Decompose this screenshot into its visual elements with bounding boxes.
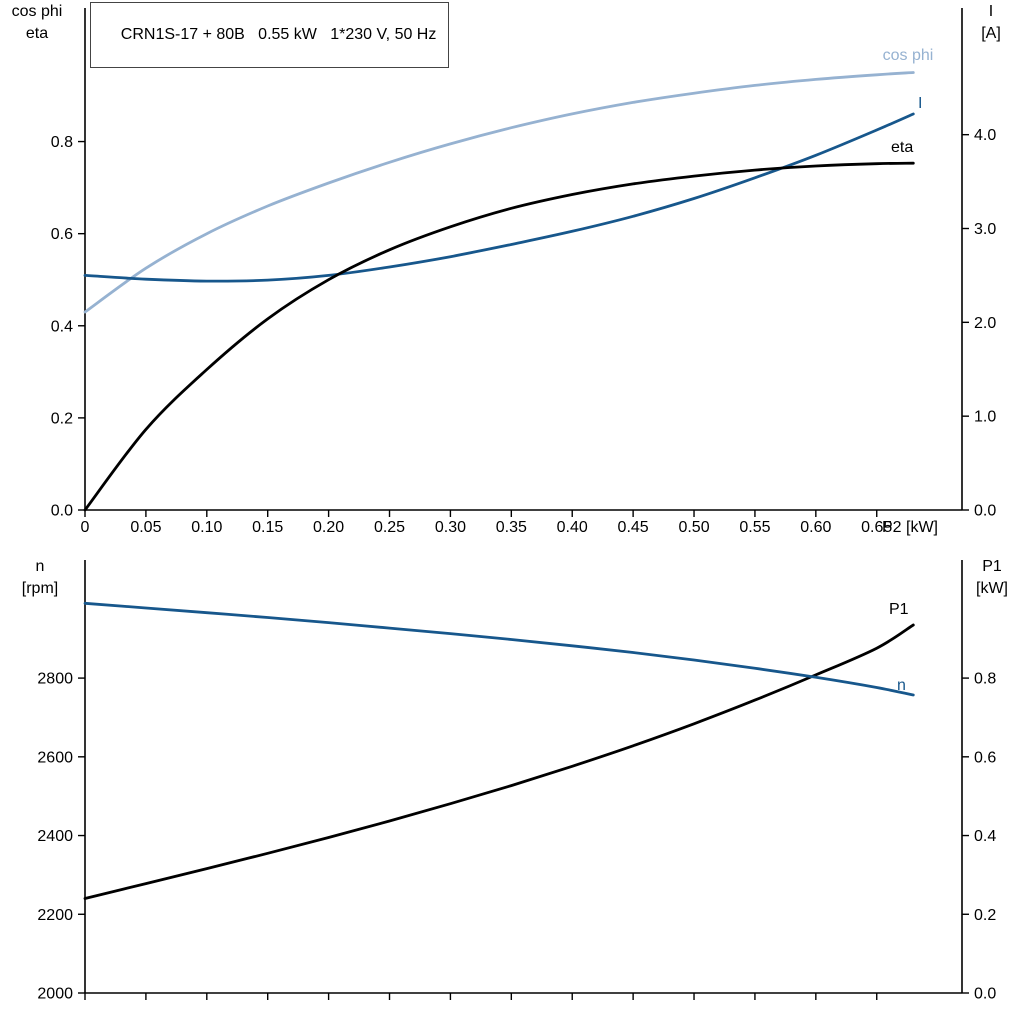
- series-label-I: I: [918, 95, 922, 112]
- series-label-eta: eta: [891, 139, 913, 156]
- x-tick-label: 0: [81, 519, 90, 536]
- right-tick-label: 4.0: [974, 127, 996, 144]
- left-tick-label: 2800: [37, 671, 73, 688]
- left-tick-label: 0.2: [51, 410, 73, 427]
- x-tick-label: 0.05: [130, 519, 161, 536]
- left-axis-title: eta: [26, 25, 48, 42]
- right-tick-label: 0.6: [974, 749, 996, 766]
- right-tick-label: 1.0: [974, 409, 996, 426]
- chart-0: 0 0.05 0.10 0.15 0.20 0.25 0.30 0.35 0.40 0.45 0.5…: [12, 3, 1001, 536]
- right-axis-title: [kW]: [976, 580, 1008, 597]
- right-tick-label: 0.0: [974, 986, 996, 1003]
- series-line-I: [83, 112, 915, 283]
- right-tick-label: 0.2: [974, 907, 996, 924]
- x-tick-label: 0.60: [800, 519, 831, 536]
- series-label-n: n: [897, 677, 906, 694]
- x-tick-label: 0.10: [191, 519, 222, 536]
- x-tick-label: 0.50: [678, 519, 709, 536]
- x-tick-label: 0.55: [739, 519, 770, 536]
- left-axis-title: cos phi: [12, 3, 63, 20]
- x-tick-label: 0.45: [618, 519, 649, 536]
- right-tick-label: 0.0: [974, 503, 996, 520]
- x-tick-label: 0.15: [252, 519, 283, 536]
- series-line-eta: [83, 161, 915, 512]
- right-tick-label: 2.0: [974, 315, 996, 332]
- x-axis-label: P2 [kW]: [882, 519, 938, 536]
- x-tick-label: 0.40: [557, 519, 588, 536]
- left-tick-label: 2600: [37, 749, 73, 766]
- x-tick-label: 0.65: [861, 519, 892, 536]
- right-tick-label: 0.8: [974, 671, 996, 688]
- left-tick-label: 0.0: [51, 503, 73, 520]
- left-tick-label: 0.8: [51, 134, 73, 151]
- series-label-cos-phi: cos phi: [883, 47, 934, 64]
- series-line-n: [83, 601, 915, 697]
- chart-title-box: CRN1S-17 + 80B 0.55 kW 1*230 V, 50 Hz: [90, 2, 450, 68]
- x-tick-label: 0.30: [435, 519, 466, 536]
- left-tick-label: 2000: [37, 986, 73, 1003]
- series-line-cos-phi: [83, 71, 915, 314]
- right-tick-label: 3.0: [974, 221, 996, 238]
- right-axis-title: I: [989, 3, 993, 20]
- left-tick-label: 2400: [37, 828, 73, 845]
- right-tick-label: 0.4: [974, 828, 996, 845]
- left-axis-title: [rpm]: [22, 580, 58, 597]
- right-axis-title: P1: [982, 558, 1002, 575]
- x-tick-label: 0.25: [374, 519, 405, 536]
- series-line-P1: [83, 623, 915, 900]
- left-tick-label: 0.4: [51, 318, 73, 335]
- left-tick-label: 2200: [37, 907, 73, 924]
- series-label-P1: P1: [889, 601, 909, 618]
- left-tick-label: 0.6: [51, 226, 73, 243]
- chart-1: 2000 2200 2400 2600 2800 0.0 0.2 0.4 0.6 0.8 n [rpm…: [22, 558, 1008, 1003]
- x-tick-label: 0.35: [496, 519, 527, 536]
- chart-title: CRN1S-17 + 80B 0.55 kW 1*230 V, 50 Hz: [120, 26, 437, 43]
- left-axis-title: n: [36, 558, 45, 575]
- x-tick-label: 0.20: [313, 519, 344, 536]
- right-axis-title: [A]: [981, 25, 1001, 42]
